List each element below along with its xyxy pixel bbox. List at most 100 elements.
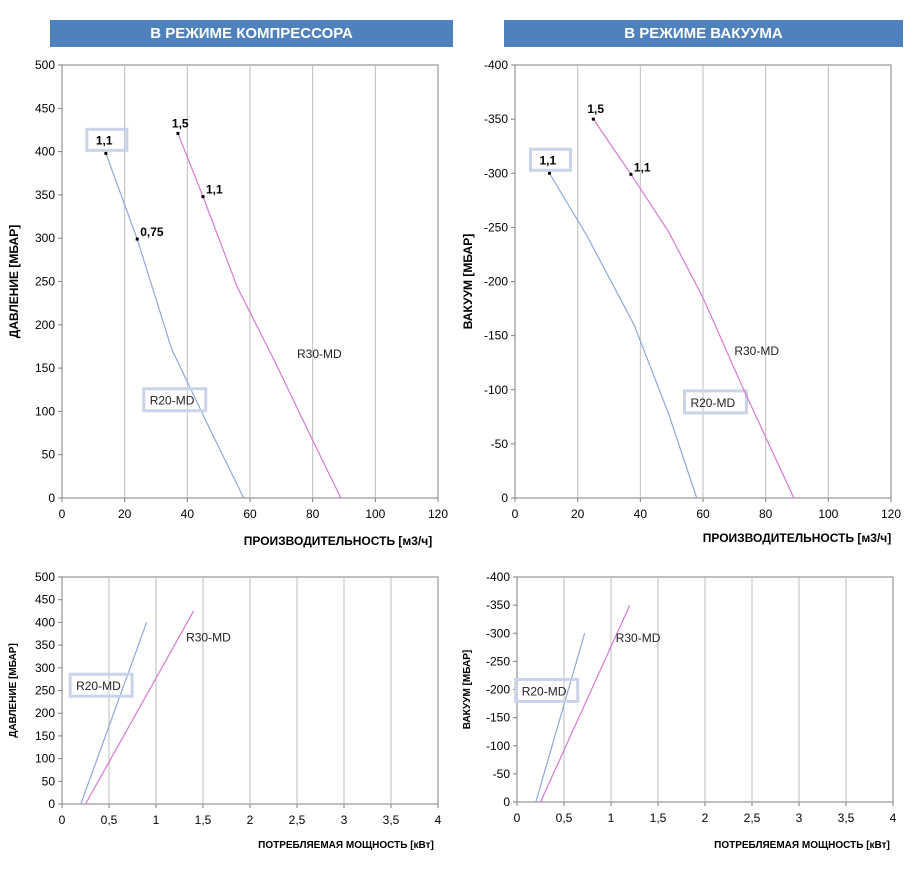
x-tick-label: 3,5 [838, 811, 855, 825]
y-tick-label: 0 [48, 797, 55, 811]
series-label-box [682, 389, 748, 415]
x-tick-label: 0 [512, 507, 519, 521]
data-point-marker [547, 171, 551, 175]
y-tick-label: 150 [35, 729, 55, 743]
series-line-r30-md [592, 118, 795, 499]
y-tick-label: 500 [35, 58, 55, 72]
x-tick-label: 120 [881, 507, 901, 521]
series-label-box [142, 387, 208, 413]
x-tick-label: 120 [428, 507, 448, 521]
data-point-marker [629, 172, 633, 176]
x-tick-label: 0 [59, 813, 66, 827]
y-axis-label: ДАВЛЕНИЕ [МБАР] [8, 643, 19, 738]
y-tick-label: 150 [35, 361, 55, 375]
series-label-r30-md: R30-MD [734, 344, 779, 358]
series-line-r20-md [105, 153, 245, 499]
point-annotation: 1,1 [539, 153, 556, 167]
point-annotation: 1,1 [206, 183, 223, 197]
x-tick-label: 20 [571, 507, 585, 521]
y-tick-label: -350 [484, 112, 508, 126]
data-point-marker [201, 195, 205, 199]
y-tick-label: -100 [484, 383, 508, 397]
y-tick-label: 0 [48, 491, 55, 505]
x-tick-label: 0,5 [101, 813, 118, 827]
series-line-r30-md [84, 610, 195, 805]
y-axis-label: ДАВЛЕНИЕ [МБАР] [7, 225, 21, 338]
x-axis-label: ПОТРЕБЛЯЕМАЯ МОЩНОСТЬ [кВт] [258, 840, 434, 851]
y-tick-label: 300 [35, 231, 55, 245]
y-tick-label: 0 [503, 795, 510, 809]
chart-compressor-power: 0 0,5 1 1,5 2 2,5 3 3,5 4 0 50 100 150 200 250 300 350 40… [8, 570, 442, 851]
x-tick-label: 1,5 [195, 813, 212, 827]
y-tick-label: -400 [484, 58, 508, 72]
chart-compressor-flow: 0 20 40 60 80 100 120 0 50 100 150 200 250 300 350 400 4… [7, 58, 448, 548]
point-annotation: 1,5 [172, 116, 189, 130]
header-vacuum-mode: В РЕЖИМЕ ВАКУУМА [504, 20, 903, 47]
x-tick-label: 3 [796, 811, 803, 825]
x-tick-label: 2 [702, 811, 709, 825]
y-tick-label: -50 [491, 437, 509, 451]
x-tick-label: 1,5 [650, 811, 667, 825]
series-line-r30-md [177, 133, 342, 499]
header-compressor-mode: В РЕЖИМЕ КОМПРЕССОРА [50, 20, 453, 47]
x-tick-label: 1 [153, 813, 160, 827]
x-axis-label: ПОТРЕБЛЯЕМАЯ МОЩНОСТЬ [кВт] [714, 840, 890, 851]
series-line-r20-md [535, 633, 586, 803]
y-tick-label: -250 [486, 654, 510, 668]
x-tick-label: 20 [118, 507, 132, 521]
y-tick-label: 400 [35, 615, 55, 629]
y-tick-label: 50 [42, 448, 56, 462]
data-point-marker [104, 151, 108, 155]
series-label-r30-md: R30-MD [616, 631, 661, 645]
y-tick-label: -250 [484, 220, 508, 234]
y-tick-label: 350 [35, 638, 55, 652]
x-tick-label: 40 [181, 507, 195, 521]
y-tick-label: 250 [35, 275, 55, 289]
data-point-marker [591, 117, 595, 121]
point-annotation: 1,1 [96, 133, 113, 147]
y-tick-label: -50 [493, 767, 511, 781]
x-tick-label: 2,5 [289, 813, 306, 827]
data-point-marker [176, 131, 180, 135]
y-tick-label: 100 [35, 752, 55, 766]
y-tick-label: 50 [42, 774, 56, 788]
x-tick-label: 60 [243, 507, 257, 521]
series-line-r30-md [539, 604, 631, 803]
x-tick-label: 80 [759, 507, 773, 521]
y-tick-label: 200 [35, 706, 55, 720]
series-label-box [514, 677, 580, 703]
x-tick-label: 4 [890, 811, 897, 825]
series-label-r30-md: R30-MD [297, 347, 342, 361]
y-tick-label: -300 [486, 626, 510, 640]
x-tick-label: 100 [818, 507, 838, 521]
series-label-r20-md: R20-MD [150, 394, 195, 408]
series-line-r20-md [80, 622, 148, 805]
x-axis-label: ПРОИЗВОДИТЕЛЬНОСТЬ [м3/ч] [703, 531, 892, 545]
y-axis-label: ВАКУУМ [МБАР] [462, 650, 473, 730]
y-tick-label: 100 [35, 404, 55, 418]
y-tick-label: -100 [486, 739, 510, 753]
series-label-r20-md: R20-MD [690, 396, 735, 410]
x-tick-label: 0 [59, 507, 66, 521]
series-label-r30-md: R30-MD [186, 631, 231, 645]
chart-vacuum-flow: 0 20 40 60 80 100 120 0 -50 -100 -150 -200 -250 -300 -… [461, 58, 901, 545]
series-label-r20-md: R20-MD [522, 684, 567, 698]
point-annotation: 1,1 [634, 160, 651, 174]
y-tick-label: 0 [501, 491, 508, 505]
x-tick-label: 0 [514, 811, 521, 825]
x-axis-label: ПРОИЗВОДИТЕЛЬНОСТЬ [м3/ч] [244, 534, 433, 548]
y-tick-label: 350 [35, 188, 55, 202]
y-tick-label: -350 [486, 598, 510, 612]
y-tick-label: -300 [484, 166, 508, 180]
x-tick-label: 60 [696, 507, 710, 521]
y-tick-label: 500 [35, 570, 55, 584]
series-line-r20-md [548, 172, 698, 499]
y-tick-label: 250 [35, 684, 55, 698]
x-tick-label: 80 [306, 507, 320, 521]
x-tick-label: 1 [608, 811, 615, 825]
x-tick-label: 2,5 [744, 811, 761, 825]
y-tick-label: 300 [35, 661, 55, 675]
point-annotation: 1,5 [587, 102, 604, 116]
x-tick-label: 100 [365, 507, 385, 521]
